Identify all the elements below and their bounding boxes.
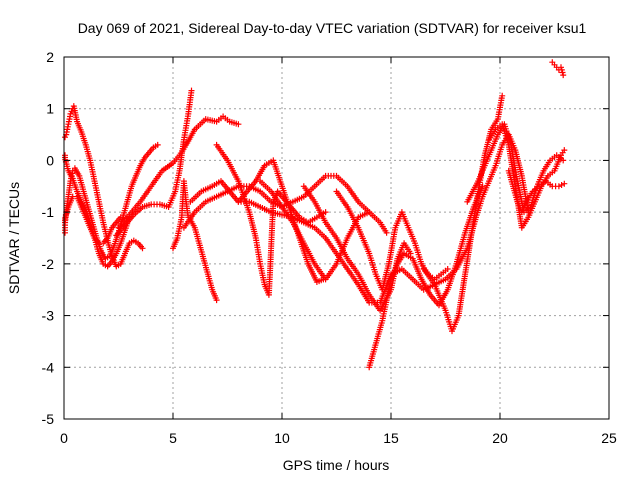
y-tick-label: 2 [46, 49, 54, 65]
y-tick-label: -2 [42, 256, 55, 272]
x-tick-label: 0 [60, 430, 68, 446]
series-marks [505, 167, 568, 216]
series-marks [115, 113, 242, 231]
series-s1 [62, 141, 161, 262]
y-tick-label: -3 [42, 308, 55, 324]
x-tick-label: 10 [274, 430, 290, 446]
grid-lines [64, 57, 609, 419]
series-marks [333, 188, 451, 293]
series-s19 [486, 121, 568, 231]
y-tick-label: 1 [46, 101, 54, 117]
series-s14 [333, 188, 451, 293]
x-axis-label: GPS time / hours [283, 457, 390, 473]
plot-frame [63, 56, 610, 420]
series-marks [187, 157, 327, 285]
series-s8 [180, 172, 373, 231]
y-axis-label: SDTVAR / TECUs [6, 182, 22, 294]
series-s20 [505, 167, 568, 216]
x-tick-label: 5 [169, 430, 177, 446]
series-s17 [431, 131, 532, 288]
x-tick-label: 20 [492, 430, 508, 446]
y-tick-label: -4 [42, 359, 55, 375]
series-s21 [549, 59, 567, 79]
y-tick-label: -5 [42, 411, 55, 427]
y-tick-label: 0 [46, 152, 54, 168]
data-series [62, 59, 568, 371]
series-marks [180, 172, 373, 231]
series-marks [62, 193, 124, 247]
series-s4 [62, 193, 124, 247]
series-s15 [366, 183, 486, 371]
series-marks [62, 141, 161, 262]
series-marks [549, 59, 567, 79]
series-marks [431, 131, 532, 288]
y-tick-label: -1 [42, 204, 55, 220]
axis-ticks: 0 5 10 15 20 25 -5 -4 -3 -2 -1 0 1 2 [42, 49, 617, 446]
series-marks [366, 183, 486, 371]
series-marks [486, 121, 568, 231]
x-tick-label: 15 [383, 430, 399, 446]
series-s9 [187, 157, 327, 285]
chart-title: Day 069 of 2021, Sidereal Day-to-day VTE… [78, 20, 587, 36]
series-s6 [115, 113, 242, 231]
x-tick-label: 25 [601, 430, 617, 446]
